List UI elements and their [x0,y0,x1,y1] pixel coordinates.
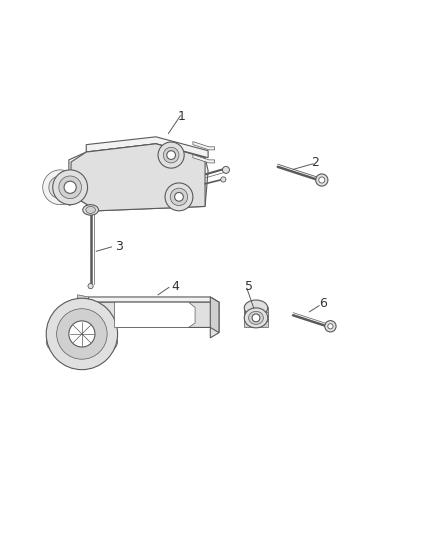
Polygon shape [88,297,219,308]
Text: 2: 2 [311,156,319,168]
Ellipse shape [325,321,336,332]
Polygon shape [69,144,208,211]
Ellipse shape [57,309,107,359]
Polygon shape [115,302,195,327]
Ellipse shape [43,170,78,205]
Polygon shape [193,155,215,163]
Circle shape [319,177,325,183]
Text: 3: 3 [115,240,123,253]
Ellipse shape [49,176,71,199]
Polygon shape [210,297,219,333]
Circle shape [167,151,176,159]
Polygon shape [244,312,268,321]
Text: 1: 1 [178,110,186,123]
Circle shape [252,314,260,322]
Ellipse shape [46,298,117,370]
Ellipse shape [158,142,184,168]
Polygon shape [60,172,70,206]
Text: 6: 6 [319,297,327,310]
Ellipse shape [170,188,187,206]
Circle shape [223,166,230,173]
Ellipse shape [316,174,328,186]
Polygon shape [88,302,219,338]
Text: 5: 5 [245,280,254,293]
Circle shape [54,181,66,193]
Polygon shape [193,142,215,150]
Polygon shape [244,306,268,327]
Circle shape [221,177,226,182]
Ellipse shape [86,206,95,213]
Ellipse shape [244,300,268,316]
Circle shape [175,192,184,201]
Ellipse shape [59,176,81,199]
Polygon shape [78,295,88,332]
Polygon shape [71,144,205,211]
Circle shape [69,321,95,347]
Polygon shape [86,137,208,158]
Ellipse shape [165,183,193,211]
Ellipse shape [53,170,88,205]
Ellipse shape [46,325,117,359]
Circle shape [64,181,76,193]
Circle shape [328,324,333,329]
Ellipse shape [244,308,268,328]
Circle shape [88,284,93,289]
Ellipse shape [83,205,99,215]
Text: 4: 4 [172,280,180,293]
Ellipse shape [249,311,263,325]
Ellipse shape [163,147,179,163]
